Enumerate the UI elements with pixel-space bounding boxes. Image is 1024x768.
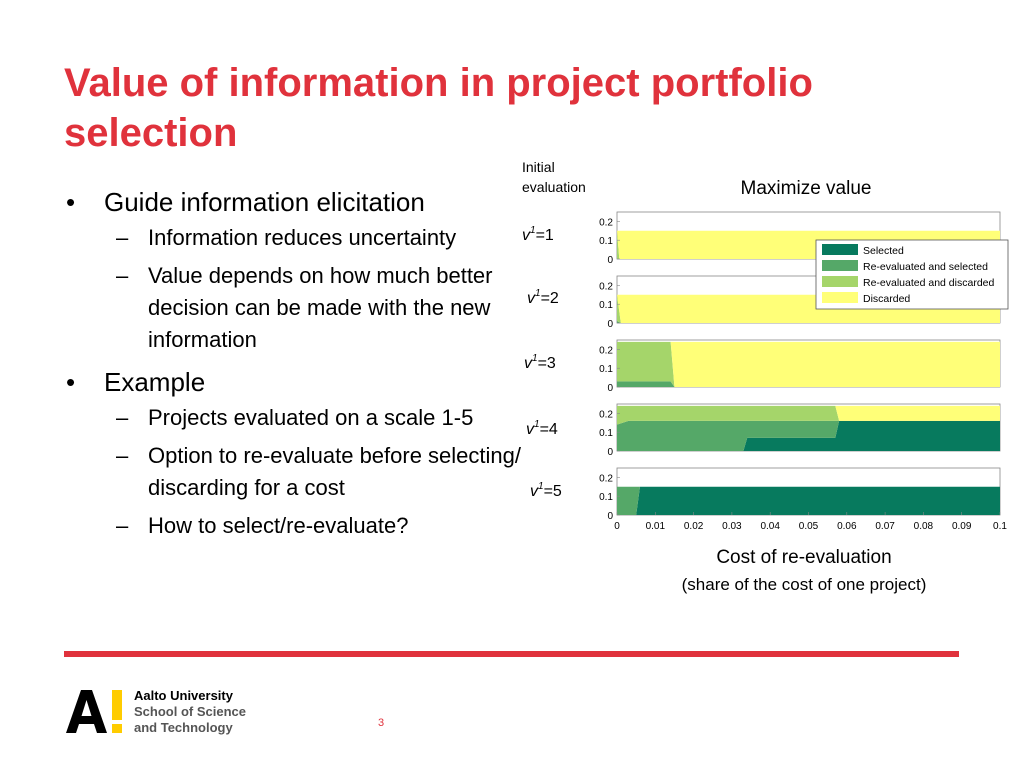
bullet-list: Guide information elicitation Informatio… [62, 186, 522, 552]
area-re-evaluated-and-selected [617, 381, 1000, 387]
bullet-text: Example [104, 367, 206, 397]
logo-line-technology: and Technology [134, 720, 233, 735]
y-tick-label: 0 [607, 447, 613, 458]
logo-text: Aalto University School of Science and T… [134, 688, 246, 736]
x-tick-label: 0.09 [952, 521, 972, 532]
bullet-item: Guide information elicitation Informatio… [62, 186, 522, 356]
x-tick-label: 0.07 [875, 521, 895, 532]
aalto-logo-icon [66, 690, 122, 733]
x-tick-label: 0.1 [993, 521, 1007, 532]
area-re-evaluated-and-discarded [617, 405, 1000, 425]
y-tick-label: 0 [607, 511, 613, 522]
sub-bullet-list: Information reduces uncertainty Value de… [62, 222, 522, 356]
row-header-label: evaluation [522, 179, 586, 195]
legend-swatch [822, 292, 858, 303]
legend-swatch [822, 244, 858, 255]
y-tick-label: 0.2 [599, 409, 613, 420]
sub-bullet-item: How to select/re-evaluate? [62, 510, 522, 542]
x-tick-label: 0.02 [684, 521, 704, 532]
area-discarded [617, 341, 1000, 387]
legend-label: Discarded [863, 293, 910, 305]
y-tick-label: 0.2 [599, 345, 613, 356]
x-tick-label: 0.06 [837, 521, 857, 532]
y-tick-label: 0.1 [599, 428, 613, 439]
y-tick-label: 0.2 [599, 473, 613, 484]
legend-label: Re-evaluated and discarded [863, 277, 994, 289]
area-discarded [617, 405, 1000, 421]
x-tick-label: 0 [614, 521, 620, 532]
bullet-item: Example Projects evaluated on a scale 1-… [62, 366, 522, 542]
y-tick-label: 0 [607, 319, 613, 330]
x-tick-label: 0.01 [646, 521, 666, 532]
sub-bullet-item: Value depends on how much better decisio… [62, 260, 522, 356]
legend-label: Re-evaluated and selected [863, 261, 988, 273]
y-tick-label: 0.2 [599, 281, 613, 292]
y-tick-label: 0.1 [599, 236, 613, 247]
legend-swatch [822, 276, 858, 287]
x-tick-label: 0.08 [914, 521, 934, 532]
logo-line-university: Aalto University [134, 688, 233, 703]
row-header-label: Initial [522, 159, 555, 175]
area-selected [617, 420, 1000, 451]
row-label: v1=3 [524, 353, 556, 372]
sub-bullet-item: Projects evaluated on a scale 1-5 [62, 402, 522, 434]
x-axis-sublabel: (share of the cost of one project) [682, 575, 927, 594]
y-tick-label: 0 [607, 255, 613, 266]
x-tick-label: 0.04 [760, 521, 780, 532]
sub-bullet-item: Option to re-evaluate before selecting/ … [62, 440, 522, 504]
logo-line-school: School of Science [134, 704, 246, 719]
page-number: 3 [378, 717, 385, 729]
slide-title: Value of information in project portfoli… [64, 61, 813, 155]
row-label: v1=2 [527, 288, 559, 307]
y-tick-label: 0.2 [599, 217, 613, 228]
legend-label: Selected [863, 245, 904, 257]
bullet-text: Guide information elicitation [104, 187, 425, 217]
y-tick-label: 0.1 [599, 300, 613, 311]
x-axis-label: Cost of re-evaluation [716, 547, 891, 568]
y-tick-label: 0.1 [599, 492, 613, 503]
row-label: v1=5 [530, 481, 562, 500]
x-tick-label: 0.05 [799, 521, 819, 532]
area-selected [617, 486, 1000, 515]
area-re-evaluated-and-discarded [617, 341, 1000, 387]
chart-title: Maximize value [741, 178, 872, 199]
x-tick-label: 0.03 [722, 521, 742, 532]
legend-swatch [822, 260, 858, 271]
area-re-evaluated-and-selected [617, 420, 1000, 451]
y-tick-label: 0 [607, 383, 613, 394]
row-label: v1=1 [522, 225, 554, 244]
row-label: v1=4 [526, 419, 558, 438]
y-tick-label: 0.1 [599, 364, 613, 375]
sub-bullet-list: Projects evaluated on a scale 1-5 Option… [62, 402, 522, 542]
footer-divider [64, 651, 959, 657]
sub-bullet-item: Information reduces uncertainty [62, 222, 522, 254]
